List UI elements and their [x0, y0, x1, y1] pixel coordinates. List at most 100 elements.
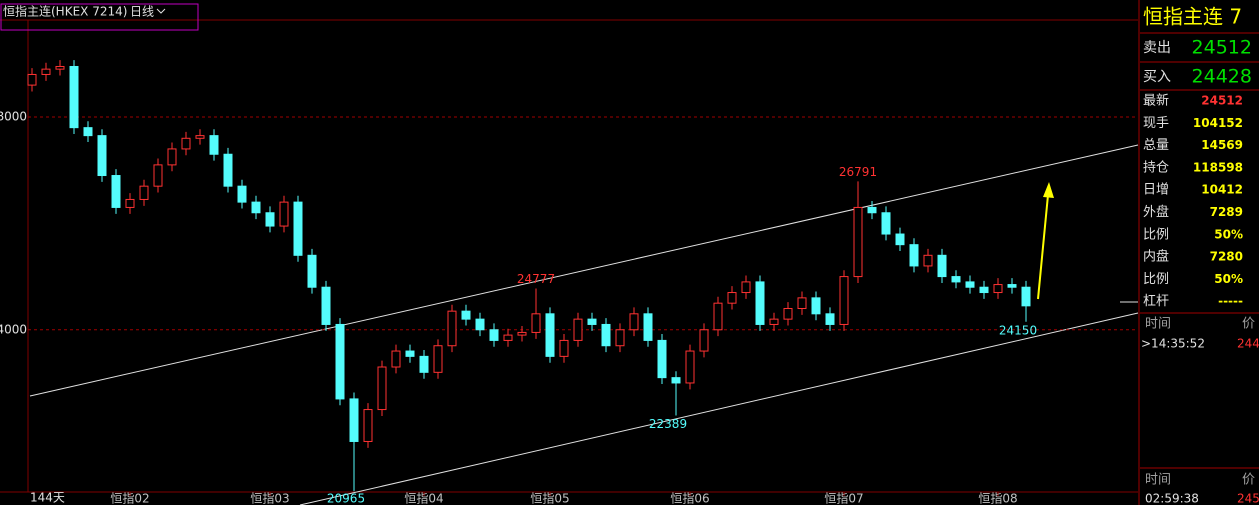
x-tick-label: 恒指07: [824, 491, 863, 505]
candle-body: [41, 68, 51, 75]
candle-body: [643, 313, 653, 341]
quote-label: 比例: [1143, 227, 1169, 242]
candle-body: [937, 254, 947, 278]
candle-body: [447, 310, 457, 347]
sell-label: 卖出: [1143, 40, 1171, 56]
candle-body: [853, 206, 863, 278]
candle-body: [685, 350, 695, 384]
candle-body: [223, 153, 233, 187]
candle-body: [825, 313, 835, 325]
trend-line: [29, 144, 1139, 397]
low-label: 20965: [327, 492, 365, 505]
tick-time: 02:59:38: [1145, 492, 1199, 505]
candle-body: [405, 350, 415, 357]
quote-label: 杠杆: [1143, 293, 1169, 309]
high-label: 24777: [517, 272, 555, 286]
candle-body: [69, 65, 79, 129]
candle-body: [559, 339, 569, 357]
candle-body: [517, 331, 527, 336]
candle-body: [461, 310, 471, 320]
candle-body: [349, 398, 359, 442]
x-tick-label: 恒指05: [530, 491, 569, 505]
x-tick-label: 恒指03: [250, 491, 289, 505]
candle-body: [797, 297, 807, 309]
candle-body: [321, 286, 331, 325]
x-tick-label: 恒指02: [110, 491, 149, 505]
candle-body: [769, 318, 779, 325]
candle-body: [979, 286, 989, 294]
quote-value: 118598: [1193, 160, 1243, 174]
candle-body: [671, 377, 681, 384]
candle-body: [377, 366, 387, 411]
candle-body: [531, 313, 541, 333]
candle-body: [335, 323, 345, 400]
candle-body: [181, 137, 191, 150]
candle-body: [195, 135, 205, 139]
candle-body: [1021, 286, 1031, 307]
candle-body: [713, 302, 723, 331]
candle-body: [83, 127, 93, 137]
y-tick-label: 24000: [0, 322, 27, 336]
ticks-header: 价: [1242, 317, 1255, 332]
quote-value: 24512: [1201, 94, 1243, 108]
candle-body: [965, 281, 975, 288]
candle-body: [755, 281, 765, 325]
symbol: 恒指主连(HKEX 7214): [3, 4, 127, 19]
quote-value: 104152: [1193, 116, 1243, 130]
candle-body: [111, 175, 121, 208]
candle-body: [153, 164, 163, 187]
period[interactable]: 日线: [130, 5, 154, 19]
candle-body: [503, 334, 513, 341]
quote-value: 7289: [1210, 205, 1243, 219]
candle-body: [909, 244, 919, 267]
candle-body: [881, 212, 891, 235]
candle-body: [741, 281, 751, 294]
candle-body: [587, 318, 597, 325]
quote-value: 50%: [1214, 272, 1243, 286]
candles: [27, 60, 1031, 492]
candle-body: [433, 345, 443, 373]
candle-body: [615, 329, 625, 347]
symbol-box: [0, 3, 199, 31]
quote-value: -----: [1218, 294, 1243, 308]
candle-body: [923, 254, 933, 267]
ticks-header: 时间: [1145, 473, 1171, 488]
quote-value: 10412: [1201, 183, 1243, 197]
candle-body: [783, 307, 793, 320]
quote-label: 日增: [1143, 183, 1169, 198]
candle-body: [573, 318, 583, 341]
dropdown-arrow[interactable]: [156, 8, 166, 14]
candle-body: [293, 201, 303, 256]
x-tick-label: 恒指04: [404, 491, 443, 505]
quote-label: 最新: [1143, 93, 1169, 109]
candle-body: [811, 297, 821, 315]
candle-body: [839, 276, 849, 325]
candle-body: [125, 198, 135, 208]
buy-price: 24428: [1192, 66, 1252, 88]
candle-body: [55, 65, 65, 70]
trend-line: [299, 312, 1139, 505]
candle-body: [167, 148, 177, 166]
arrow: [1037, 182, 1054, 300]
y-tick-label: 28000: [0, 110, 27, 124]
candle-body: [699, 329, 709, 352]
candle-body: [265, 212, 275, 227]
quote-label: 外盘: [1143, 204, 1169, 220]
candle-body: [895, 233, 905, 246]
tick-price: 245: [1237, 492, 1259, 505]
quote-label: 持仓: [1143, 160, 1169, 175]
low-label: 24150: [999, 323, 1037, 337]
candle-body: [209, 135, 219, 155]
candle-body: [545, 313, 555, 357]
panel-title: 恒指主连 7: [1143, 5, 1242, 29]
candle-body: [419, 355, 429, 373]
candle-body: [237, 185, 247, 203]
candle-body: [601, 323, 611, 347]
candle-body: [727, 292, 737, 304]
candle-body: [993, 284, 1003, 294]
candle-body: [489, 329, 499, 341]
candle-body: [363, 409, 373, 442]
quote-value: 50%: [1214, 227, 1243, 241]
sell-price: 24512: [1192, 37, 1252, 59]
